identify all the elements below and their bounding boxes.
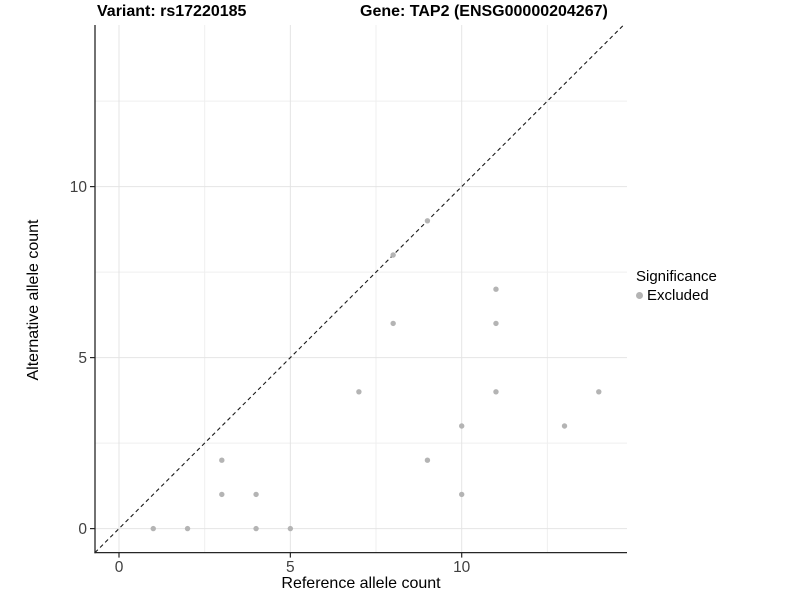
gene-title: Gene: TAP2 (ENSG00000204267) xyxy=(360,3,608,20)
variant-title: Variant: rs17220185 xyxy=(97,3,247,20)
legend-title: Significance xyxy=(636,268,717,285)
legend-entry-excluded: Excluded xyxy=(636,287,717,304)
y-tick-label: 5 xyxy=(78,350,87,367)
data-point xyxy=(390,320,396,327)
legend: Significance Excluded xyxy=(636,268,717,304)
data-point xyxy=(424,218,431,224)
x-axis-title: Reference allele count xyxy=(281,575,441,592)
data-point xyxy=(424,457,431,463)
data-point xyxy=(253,525,259,532)
legend-key-dot-icon xyxy=(636,292,643,299)
data-point xyxy=(219,491,225,498)
x-tick-label: 10 xyxy=(453,559,471,576)
y-tick-label: 10 xyxy=(70,179,88,196)
identity-dashed-line xyxy=(94,24,624,553)
data-point xyxy=(150,525,156,532)
data-point xyxy=(287,525,294,532)
data-point xyxy=(459,491,465,498)
data-point xyxy=(493,389,499,395)
data-point xyxy=(596,389,602,395)
data-point xyxy=(493,320,499,327)
y-tick-label: 0 xyxy=(78,521,87,538)
x-tick-label: 0 xyxy=(115,559,124,576)
data-point xyxy=(390,252,396,258)
data-point xyxy=(184,525,191,532)
x-tick-label: 5 xyxy=(286,559,295,576)
data-point xyxy=(459,423,465,429)
data-point xyxy=(356,389,362,395)
data-point xyxy=(493,286,499,292)
data-point xyxy=(219,457,225,463)
legend-entry-label: Excluded xyxy=(647,287,709,304)
y-axis-title: Alternative allele count xyxy=(25,219,42,381)
data-point xyxy=(561,423,568,429)
data-point xyxy=(253,491,259,498)
